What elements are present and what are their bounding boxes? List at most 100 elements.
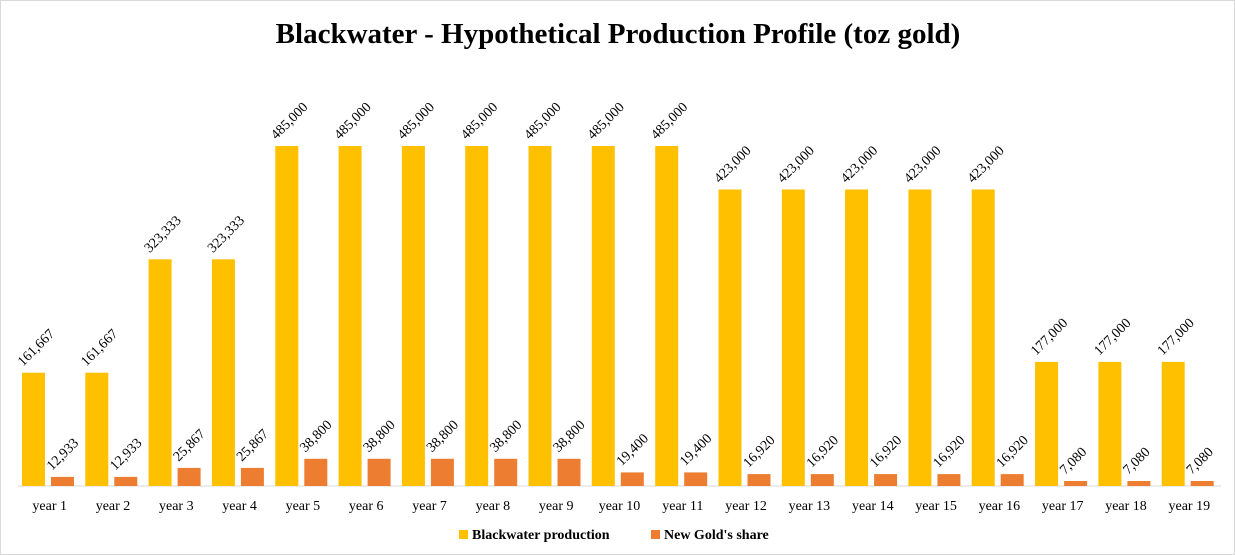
- data-label-blackwater-15: 423,000: [902, 144, 945, 187]
- legend: Blackwater production New Gold's share: [459, 528, 769, 543]
- x-tick-label-8: year 8: [476, 499, 511, 514]
- data-label-blackwater-5: 485,000: [269, 100, 312, 143]
- x-tick-label-3: year 3: [159, 499, 194, 514]
- bar-new-gold-11: [684, 472, 708, 486]
- bar-blackwater-10: [591, 146, 615, 486]
- data-label-blackwater-19: 177,000: [1155, 316, 1198, 359]
- data-label-blackwater-6: 485,000: [332, 100, 375, 143]
- bar-blackwater-1: [22, 372, 45, 486]
- x-tick-label-2: year 2: [96, 499, 131, 514]
- bar-blackwater-7: [401, 146, 425, 486]
- bar-new-gold-17: [1064, 481, 1088, 486]
- data-label-blackwater-13: 423,000: [775, 144, 818, 187]
- bar-new-gold-1: [51, 476, 74, 486]
- data-label-blackwater-16: 423,000: [965, 144, 1008, 187]
- bar-new-gold-7: [430, 458, 454, 486]
- data-label-blackwater-11: 485,000: [648, 100, 691, 143]
- bar-new-gold-15: [937, 474, 961, 486]
- bar-blackwater-8: [465, 146, 489, 486]
- data-label-blackwater-18: 177,000: [1092, 316, 1135, 359]
- legend-swatch-new-gold: [651, 530, 660, 539]
- data-label-new-gold-8: 38,800: [487, 418, 525, 456]
- bar-new-gold-2: [114, 476, 138, 486]
- bar-blackwater-6: [338, 146, 362, 486]
- bar-blackwater-4: [211, 259, 235, 486]
- bar-new-gold-4: [240, 467, 264, 486]
- data-label-new-gold-12: 16,920: [741, 433, 779, 471]
- bar-blackwater-12: [718, 189, 742, 486]
- data-label-blackwater-10: 485,000: [585, 100, 628, 143]
- data-label-new-gold-10: 19,400: [614, 431, 652, 469]
- data-label-blackwater-8: 485,000: [458, 100, 501, 143]
- data-label-blackwater-2: 161,667: [79, 327, 122, 370]
- bar-blackwater-13: [781, 189, 805, 486]
- data-label-new-gold-11: 19,400: [677, 431, 715, 469]
- legend-label-blackwater: Blackwater production: [472, 528, 610, 543]
- data-label-new-gold-14: 16,920: [867, 433, 905, 471]
- bar-new-gold-18: [1127, 481, 1151, 486]
- x-tick-label-17: year 17: [1042, 499, 1084, 514]
- data-label-new-gold-2: 12,933: [108, 436, 146, 474]
- x-tick-label-9: year 9: [539, 499, 574, 514]
- data-label-new-gold-16: 16,920: [994, 433, 1032, 471]
- bar-new-gold-16: [1000, 474, 1024, 486]
- x-tick-labels: year 1 year 2 year 3 year 4 year 5 year 6 year…: [32, 499, 1210, 514]
- bar-new-gold-10: [620, 472, 644, 486]
- data-label-blackwater-9: 485,000: [522, 100, 565, 143]
- x-tick-label-16: year 16: [979, 499, 1021, 514]
- bar-new-gold-3: [177, 467, 201, 486]
- x-tick-label-13: year 13: [789, 499, 831, 514]
- bar-new-gold-13: [810, 474, 834, 486]
- bar-blackwater-18: [1098, 361, 1122, 486]
- data-label-blackwater-14: 423,000: [838, 144, 881, 187]
- data-label-new-gold-7: 38,800: [424, 418, 462, 456]
- data-label-new-gold-19: 7,080: [1184, 445, 1217, 478]
- data-label-blackwater-4: 323,333: [205, 213, 248, 256]
- data-label-new-gold-18: 7,080: [1121, 445, 1154, 478]
- bar-new-gold-9: [557, 458, 581, 486]
- bar-blackwater-19: [1161, 361, 1185, 486]
- data-label-new-gold-6: 38,800: [361, 418, 399, 456]
- data-label-new-gold-13: 16,920: [804, 433, 842, 471]
- data-label-new-gold-4: 25,867: [234, 427, 272, 465]
- data-label-new-gold-15: 16,920: [931, 433, 969, 471]
- x-tick-label-11: year 11: [662, 499, 703, 514]
- legend-swatch-blackwater: [459, 530, 468, 539]
- x-tick-label-15: year 15: [915, 499, 957, 514]
- bar-blackwater-2: [85, 372, 109, 486]
- data-label-blackwater-7: 485,000: [395, 100, 438, 143]
- x-tick-label-12: year 12: [725, 499, 767, 514]
- data-label-new-gold-5: 38,800: [298, 418, 336, 456]
- bar-blackwater-15: [908, 189, 932, 486]
- x-tick-label-6: year 6: [349, 499, 384, 514]
- x-tick-label-4: year 4: [222, 499, 257, 514]
- data-label-new-gold-9: 38,800: [551, 418, 589, 456]
- data-label-blackwater-3: 323,333: [142, 213, 185, 256]
- bar-new-gold-12: [747, 474, 771, 486]
- x-tick-label-14: year 14: [852, 499, 894, 514]
- bars-layer: [22, 146, 1214, 486]
- bar-blackwater-17: [1035, 361, 1059, 486]
- bar-new-gold-8: [494, 458, 518, 486]
- bar-new-gold-5: [304, 458, 328, 486]
- x-tick-label-5: year 5: [286, 499, 321, 514]
- data-label-new-gold-1: 12,933: [44, 436, 82, 474]
- x-tick-label-10: year 10: [599, 499, 641, 514]
- bar-new-gold-6: [367, 458, 391, 486]
- x-tick-label-18: year 18: [1105, 499, 1147, 514]
- legend-label-new-gold: New Gold's share: [664, 528, 769, 543]
- x-tick-label-19: year 19: [1169, 499, 1211, 514]
- bar-blackwater-3: [148, 259, 172, 486]
- bar-new-gold-19: [1190, 481, 1214, 486]
- bar-blackwater-16: [971, 189, 995, 486]
- bar-new-gold-14: [874, 474, 898, 486]
- data-label-blackwater-12: 423,000: [712, 144, 755, 187]
- data-label-new-gold-3: 25,867: [171, 427, 209, 465]
- x-tick-label-7: year 7: [412, 499, 447, 514]
- data-label-new-gold-17: 7,080: [1057, 445, 1090, 478]
- chart-title: Blackwater - Hypothetical Production Pro…: [276, 18, 961, 50]
- bar-blackwater-9: [528, 146, 552, 486]
- x-tick-label-1: year 1: [32, 499, 67, 514]
